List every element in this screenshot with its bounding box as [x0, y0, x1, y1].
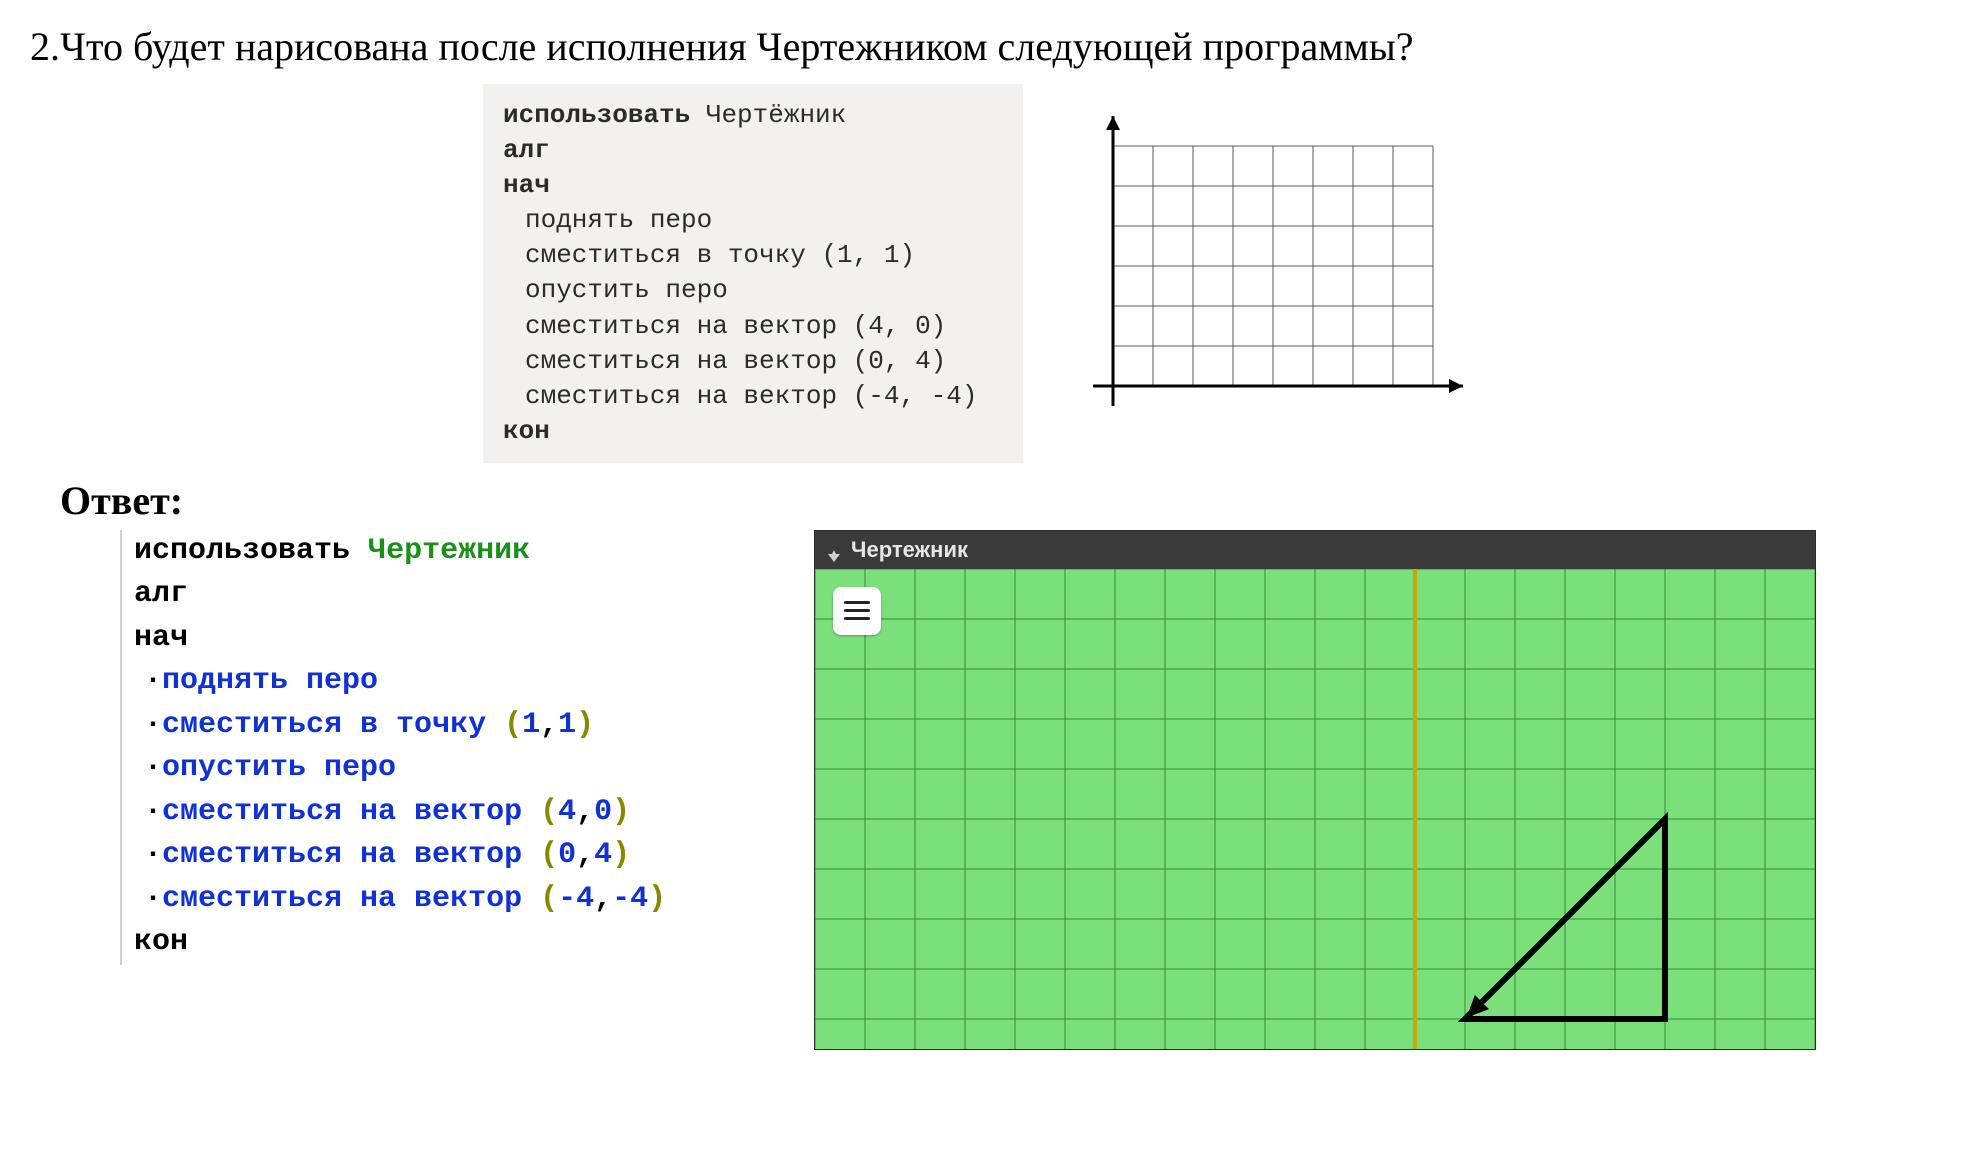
canvas-area: [815, 569, 1815, 1049]
drawer-app-window: Чертежник: [814, 530, 1816, 1050]
ide-code-block: использовать Чертежникалгначподнять перо…: [120, 530, 774, 965]
pin-icon: [827, 543, 841, 557]
answer-label: Ответ:: [60, 477, 1946, 524]
titlebar-text: Чертежник: [851, 537, 968, 563]
top-row: использовать Чертёжникалгначподнять перо…: [30, 84, 1946, 463]
scanned-code-block: использовать Чертёжникалгначподнять перо…: [483, 84, 1023, 463]
question-text: 2.Что будет нарисована после исполнения …: [30, 20, 1946, 74]
titlebar: Чертежник: [815, 531, 1815, 569]
bottom-row: использовать Чертежникалгначподнять перо…: [120, 530, 1946, 1050]
axes-grid: [1063, 116, 1493, 431]
hamburger-button[interactable]: [833, 587, 881, 635]
